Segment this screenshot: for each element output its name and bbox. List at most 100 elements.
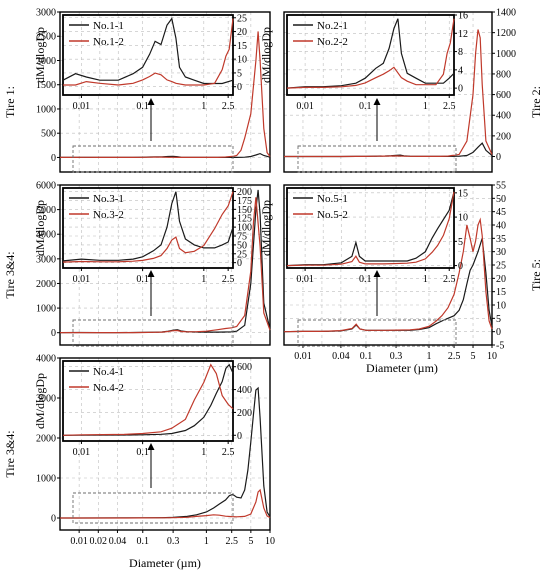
inset-y-tick-label: 125 [237,214,252,225]
inset-y-tick-label: 0 [237,431,242,442]
main-y-tick-label: 1400 [496,8,516,19]
main-x-tick-label: 0.3 [390,351,403,362]
main-y-tick-label: 40 [496,221,506,232]
main-y-tick-label: 10 [496,301,506,312]
inset-series-line-1 [286,191,455,267]
panel-p3: 0100020003000400050006000025507510012515… [3,181,271,347]
main-x-tick-label: 0.1 [137,536,150,547]
inset-y-tick-label: 50 [237,240,247,251]
inset-x-tick-label: 0.01 [296,274,314,285]
inset-series-line-0 [286,18,455,89]
inset-y-tick-label: 150 [237,205,252,216]
inset-y-tick-label: 0 [237,82,242,93]
main-x-tick-label: 5 [471,351,476,362]
inset-x-tick-label: 0.1 [359,101,372,112]
zoom-box [297,145,457,173]
main-series-line-1 [284,29,493,158]
inset-x-tick-label: 1 [201,447,206,458]
main-y-tick-label: 800 [496,69,511,80]
main-x-tick-label: 0.02 [90,536,108,547]
inset-series-line-1 [286,18,455,89]
main-y-tick-label: 20 [496,274,506,285]
main-x-tick-label: 2.5 [225,536,238,547]
inset-axes: 0 200 400 600 0.01 0.1 1 2.5 [62,360,252,458]
main-series-line-1 [283,217,493,333]
main-y-tick-label: 2000 [36,56,56,67]
row-label: Tire 1: [3,86,17,118]
zoom-arrow-head [373,270,381,277]
main-series-line-0 [284,142,493,158]
main-x-tick-label: 1 [426,351,431,362]
legend-label: No.2-2 [317,36,348,48]
inset-y-tick-label: 0 [237,258,242,269]
main-series-line-1 [60,31,271,158]
zoom-arrow-head [147,443,155,450]
inset-y-tick-label: 15 [237,41,247,52]
main-x-tick-label: 2.5 [448,351,461,362]
legend-label: No.1-2 [93,36,124,48]
inset-axes: 0 4 8 12 16 0.01 0.1 1 2.5 [286,11,468,112]
legend-label: No.3-2 [93,209,124,221]
inset-y-tick-label: 200 [237,187,252,198]
main-y-tick-label: 1000 [36,304,56,315]
inset-y-tick-label: 25 [237,249,247,260]
main-x-tick-label: 1 [204,536,209,547]
inset-series-line-0 [286,191,455,267]
zoom-box [297,319,457,347]
inset-frame [62,14,234,96]
inset-y-tick-label: 25 [237,13,247,24]
inset-x-tick-label: 0.1 [359,274,372,285]
inset-y-tick-label: 10 [237,55,247,66]
main-y-tick-label: 4000 [36,354,56,365]
main-y-tick-label: 5000 [36,205,56,216]
legend: No.4-1 No.4-2 [69,366,124,394]
inset-x-tick-label: 2.5 [222,101,235,112]
main-series-line-1 [60,197,271,334]
zoom-arrow-head [147,270,155,277]
main-y-tick-label: 1000 [36,104,56,115]
main-y-tick-label: 3000 [36,8,56,19]
main-y-tick-label: 1200 [496,28,516,39]
inset-y-tick-label: 200 [237,408,252,419]
inset-y-tick-label: 0 [458,84,463,95]
y-axis-label: dM/dlogDp [33,27,47,83]
inset-frame [286,187,455,269]
inset-series-line-0 [62,191,234,262]
legend: No.3-1 No.3-2 [69,193,124,221]
legend-label: No.5-1 [317,193,348,205]
inset-y-tick-label: 400 [237,385,252,396]
main-y-tick-label: 0 [496,327,501,338]
main-x-tick-label: 0.04 [109,536,127,547]
inset-x-tick-label: 0.1 [136,101,149,112]
main-y-tick-label: 2500 [36,32,56,43]
main-y-tick-label: 30 [496,247,506,258]
main-y-tick-label: 35 [496,234,506,245]
inset-x-tick-label: 2.5 [443,274,456,285]
main-x-tick-label: 0.01 [294,351,312,362]
main-x-tick-label: 5 [248,536,253,547]
inset-x-tick-label: 1 [201,274,206,285]
legend-label: No.1-1 [93,20,124,32]
inset-x-tick-label: 0.1 [136,274,149,285]
inset-axes: 0 5 10 15 0.01 0.1 1 2.5 [286,187,468,285]
main-y-tick-label: 600 [496,90,511,101]
legend-label: No.3-1 [93,193,124,205]
main-y-tick-label: 50 [496,194,506,205]
main-y-tick-label: 1500 [36,80,56,91]
inset-y-tick-label: 15 [458,188,468,199]
inset-y-tick-label: 100 [237,223,252,234]
main-y-tick-label: 2000 [36,434,56,445]
main-x-tick-label: 0.3 [167,536,180,547]
main-y-tick-label: 0 [496,152,501,163]
inset-y-tick-label: 16 [458,11,468,22]
inset-x-tick-label: 1 [423,274,428,285]
main-x-tick-label: 10 [487,351,497,362]
main-y-tick-label: 1000 [496,49,516,60]
row-label: Tire 2: [529,86,543,118]
inset-bg [287,15,454,95]
zoom-arrow-head [373,98,381,105]
main-series-line-1 [60,488,271,519]
row-label: Tire 3&4: [3,251,17,298]
